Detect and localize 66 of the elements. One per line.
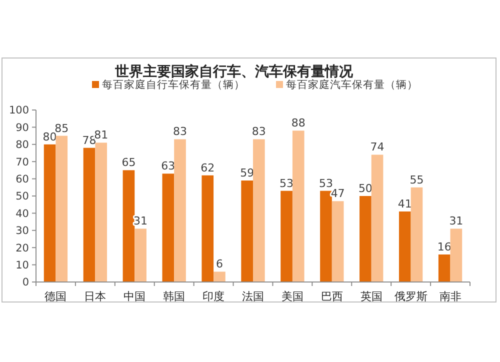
y-tick-label: 40 [16,208,29,220]
bar [292,130,304,282]
data-label: 88 [291,116,306,130]
bar [280,190,292,282]
x-tick-label: 南非 [439,290,462,303]
y-tick-label: 90 [16,122,29,134]
bar [162,174,174,282]
bar [332,201,344,282]
x-tick-label: 俄罗斯 [394,290,428,303]
bar [241,180,253,282]
y-tick-label: 0 [22,276,29,289]
bar [202,175,214,282]
data-label: 53 [318,176,333,190]
x-tick-label: 英国 [360,290,382,303]
bar [360,196,372,282]
data-label: 81 [94,128,108,142]
y-tick-label: 10 [16,259,29,272]
data-label: 41 [398,197,412,210]
data-label: 50 [358,182,372,195]
data-label: 16 [437,240,452,254]
data-label: 59 [240,166,254,180]
bar [56,136,68,282]
data-label: 80 [42,130,57,144]
bar [410,187,423,282]
bar [174,139,186,282]
y-tick-label: 70 [16,156,29,168]
data-label: 85 [54,122,69,135]
x-tick-label: 日本 [84,290,106,303]
bar [320,190,332,282]
x-tick-label: 巴西 [320,290,343,303]
data-label: 31 [449,214,464,228]
bar [214,272,226,282]
data-label: 83 [252,125,266,138]
bar [95,142,108,282]
legend-label: 每百家庭汽车保有量（辆） [286,78,418,91]
legend-label: 每百家庭自行车保有量（辆） [102,78,245,91]
y-tick-label: 80 [16,139,29,152]
bar [371,154,384,282]
x-tick-label: 中国 [124,290,146,303]
chart-title: 世界主要国家自行车、汽车保有量情况 [114,63,354,80]
data-label: 63 [161,160,176,173]
x-tick-label: 德国 [44,290,67,303]
bar [44,144,56,282]
data-label: 74 [370,140,384,154]
data-label: 65 [122,156,136,170]
y-tick-label: 50 [16,190,29,203]
data-label: 53 [280,176,294,190]
y-tick-label: 30 [16,225,29,238]
x-tick-label: 美国 [281,290,304,303]
y-tick-label: 60 [16,173,29,186]
bar [134,228,146,282]
x-tick-label: 法国 [242,290,264,303]
x-tick-label: 印度 [202,290,225,303]
y-tick-label: 100 [8,104,29,117]
bar [83,148,96,282]
y-tick-label: 20 [16,242,29,254]
bar [450,228,462,282]
x-tick-label: 韩国 [163,290,186,303]
bar [253,139,265,282]
data-label: 55 [410,173,424,186]
data-label: 83 [173,125,188,138]
data-label: 62 [200,161,215,174]
bar [122,170,135,282]
data-label: 6 [216,258,223,271]
bar [398,211,411,282]
bar [438,254,450,282]
